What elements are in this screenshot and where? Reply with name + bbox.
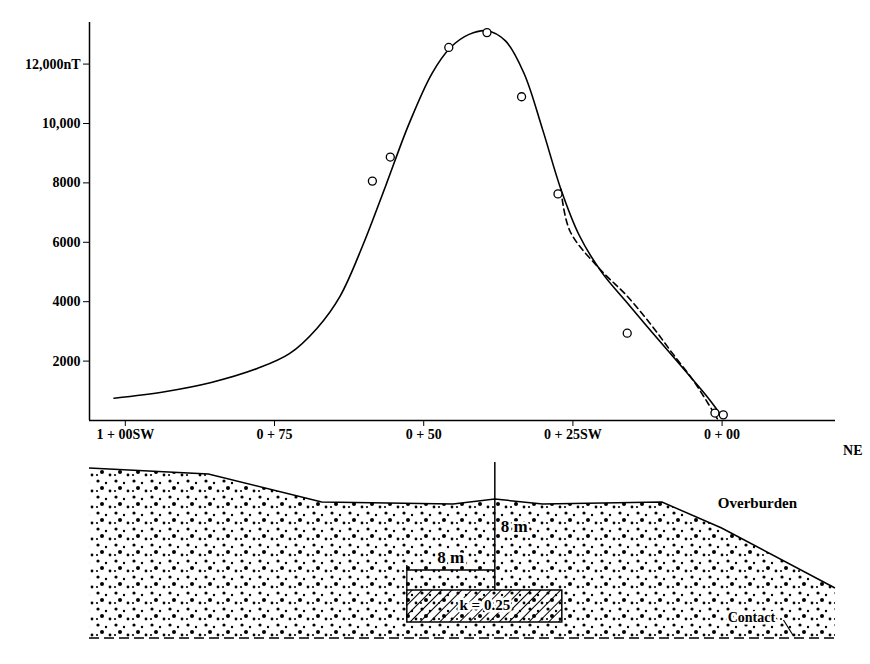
svg-text:8 m: 8 m: [437, 548, 464, 567]
svg-text:12,000nT: 12,000nT: [25, 57, 81, 72]
svg-text:0 + 50: 0 + 50: [406, 427, 442, 442]
svg-text:Overburden: Overburden: [718, 495, 798, 511]
svg-text:0 + 25SW: 0 + 25SW: [544, 427, 602, 442]
svg-text:6000: 6000: [53, 235, 81, 250]
svg-text:NE: NE: [843, 443, 862, 458]
svg-text:8000: 8000: [53, 175, 81, 190]
svg-text:10,000: 10,000: [42, 116, 81, 131]
svg-text:2000: 2000: [53, 354, 81, 369]
svg-text:0 + 75: 0 + 75: [257, 427, 293, 442]
svg-text:0 + 00: 0 + 00: [704, 427, 740, 442]
svg-text:4000: 4000: [53, 294, 81, 309]
svg-text:k = 0.25: k = 0.25: [460, 597, 511, 613]
svg-text:Contact: Contact: [728, 610, 776, 625]
svg-text:8 m: 8 m: [501, 517, 528, 536]
svg-text:1 + 00SW: 1 + 00SW: [96, 427, 154, 442]
